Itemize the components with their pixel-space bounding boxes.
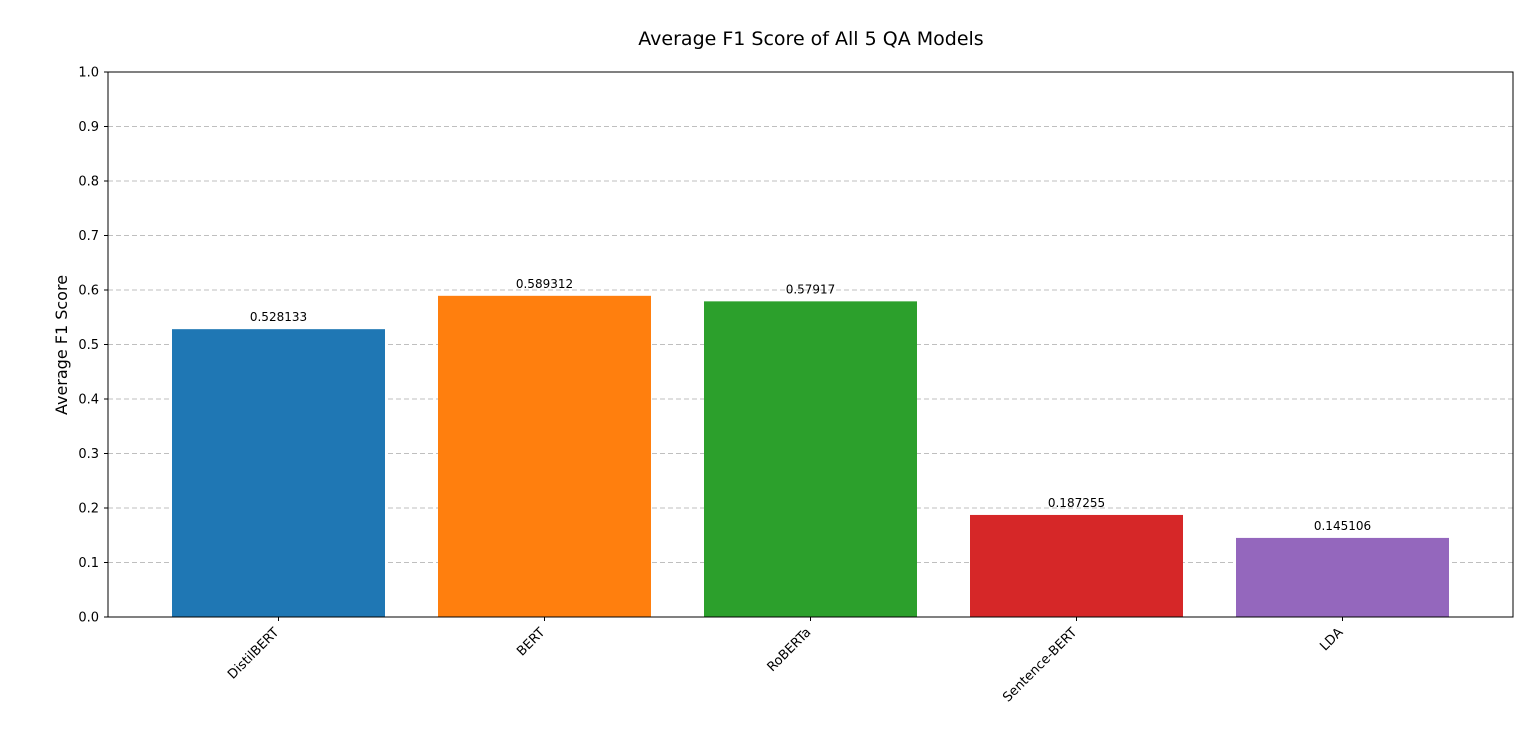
bar-bert <box>438 295 651 617</box>
chart-title: Average F1 Score of All 5 QA Models <box>638 28 983 50</box>
x-tick-label: BERT <box>514 625 548 659</box>
y-tick-label: 0.2 <box>78 502 99 517</box>
data-label: 0.145106 <box>1314 519 1371 533</box>
y-tick-label: 0.0 <box>78 611 99 626</box>
y-tick-label: 0.7 <box>78 229 99 244</box>
data-labels: 0.528133 0.589312 0.57917 0.187255 0.145106 <box>250 277 1371 533</box>
y-tick-label: 0.4 <box>78 393 99 408</box>
bar-sentence-bert <box>970 514 1183 617</box>
data-label: 0.187255 <box>1048 496 1105 510</box>
y-tick-label: 0.9 <box>78 120 99 135</box>
y-axis-ticks: 0.0 0.1 0.2 0.3 0.4 0.5 0.6 0.7 0.8 0.9 1.0 <box>78 66 108 626</box>
y-tick-label: 1.0 <box>78 66 99 81</box>
data-label: 0.528133 <box>250 310 307 324</box>
data-label: 0.589312 <box>516 277 573 291</box>
bars <box>172 295 1449 617</box>
x-tick-label: Sentence-BERT <box>1000 625 1080 705</box>
y-tick-label: 0.3 <box>78 447 99 462</box>
bar-distilbert <box>172 329 385 617</box>
y-tick-label: 0.6 <box>78 284 99 299</box>
x-tick-label: LDA <box>1317 625 1346 654</box>
y-axis-label: Average F1 Score <box>52 275 71 415</box>
data-label: 0.57917 <box>786 282 836 296</box>
bar-lda <box>1236 537 1449 617</box>
bar-roberta <box>704 301 917 617</box>
y-tick-label: 0.1 <box>78 556 99 571</box>
y-tick-label: 0.8 <box>78 175 99 190</box>
x-tick-label: RoBERTa <box>765 625 815 675</box>
x-tick-label: DistilBERT <box>225 625 282 682</box>
y-tick-label: 0.5 <box>78 338 99 353</box>
x-axis-ticks: DistilBERT BERT RoBERTa Sentence-BERT LDA <box>225 617 1346 705</box>
